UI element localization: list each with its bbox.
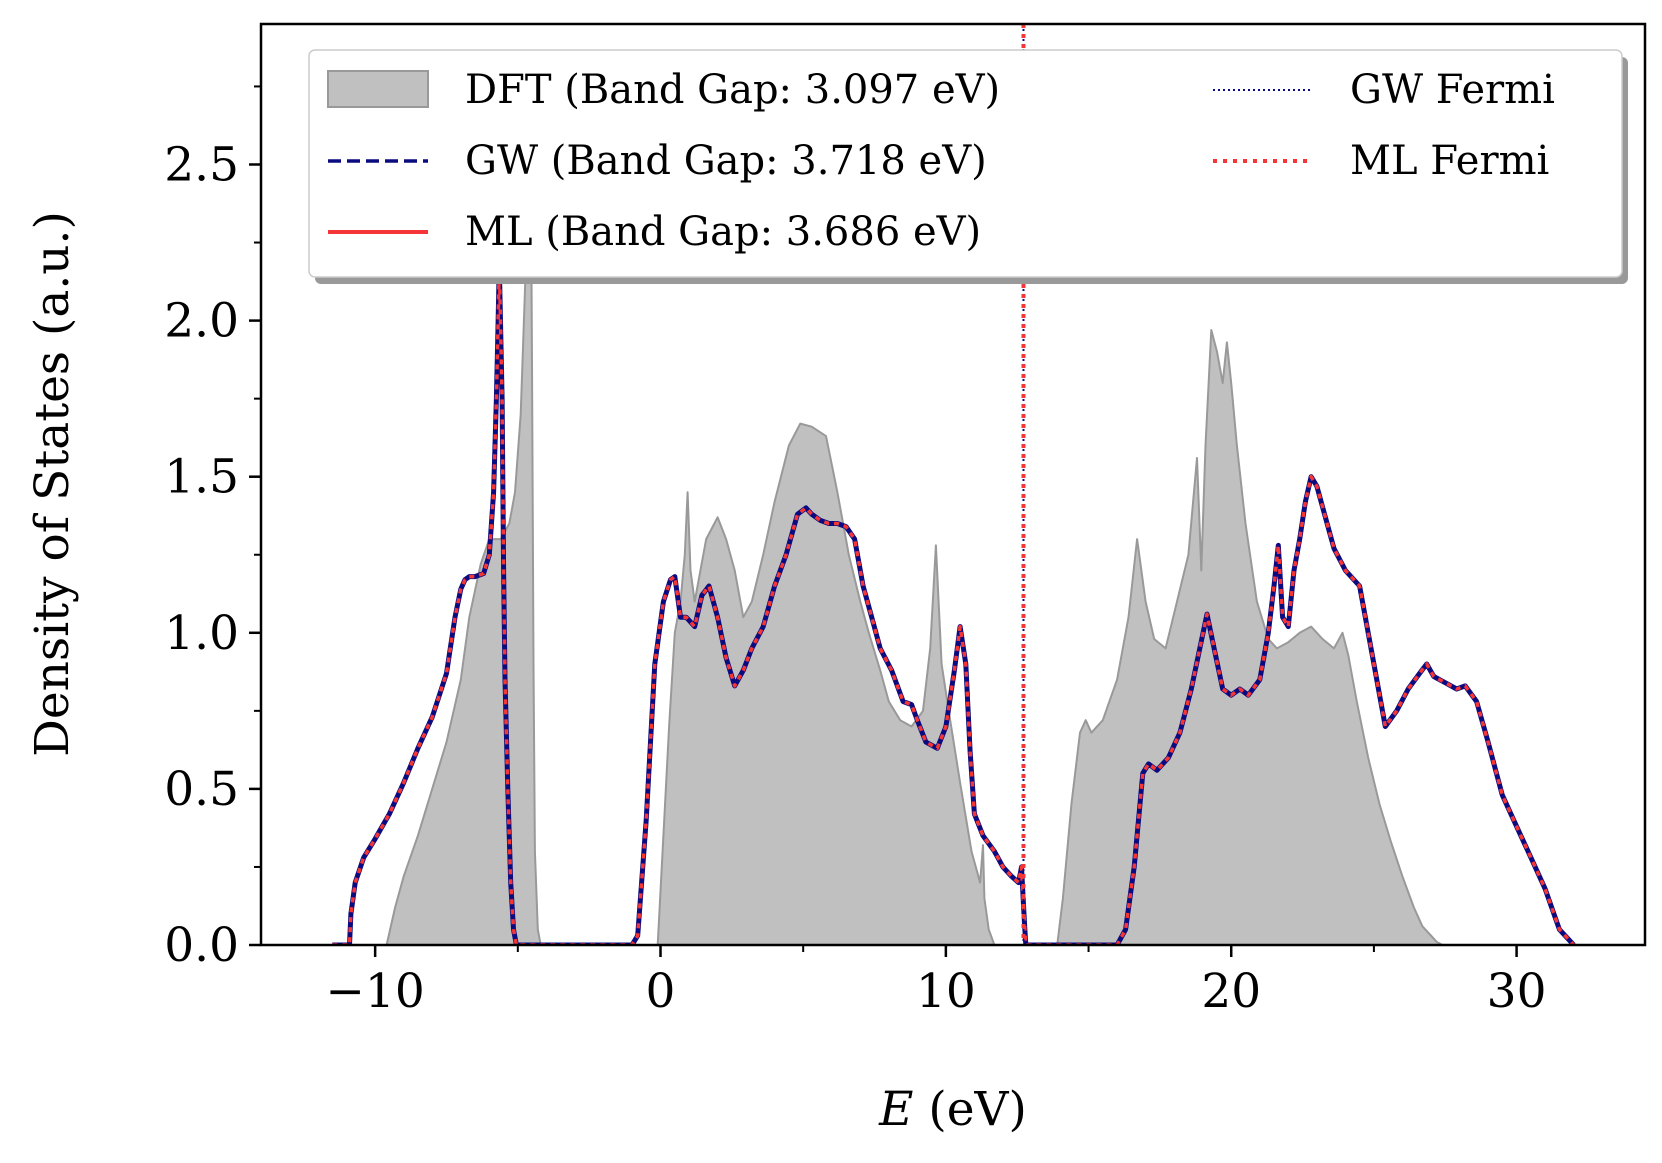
x-tick-label: 20	[1201, 964, 1261, 1019]
x-tick-label: 10	[916, 964, 976, 1019]
y-tick-label: 0.0	[164, 918, 239, 973]
x-tick-label: 30	[1487, 964, 1547, 1019]
y-tick-label: 2.5	[164, 137, 239, 192]
y-tick-label: 1.5	[164, 450, 239, 505]
legend-box	[308, 49, 1623, 278]
y-tick-label: 0.5	[164, 762, 239, 817]
legend: DFT (Band Gap: 3.097 eV) GW (Band Gap: 3…	[308, 49, 1628, 284]
legend-label-gw-fermi: GW Fermi	[1350, 67, 1555, 113]
x-tick-label: 0	[646, 964, 676, 1019]
legend-label-ml: ML (Band Gap: 3.686 eV)	[465, 209, 981, 255]
y-tick-label: 2.0	[164, 294, 239, 349]
x-axis-label: E (eV)	[878, 1082, 1027, 1137]
series-ml-line	[332, 262, 1575, 945]
legend-label-ml-fermi: ML Fermi	[1350, 138, 1549, 184]
legend-swatch-dft	[327, 70, 429, 108]
legend-label-gw: GW (Band Gap: 3.718 eV)	[465, 138, 987, 184]
axes-frame	[259, 22, 1647, 947]
legend-label-dft: DFT (Band Gap: 3.097 eV)	[465, 67, 1000, 113]
y-tick-label: 1.0	[164, 606, 239, 661]
x-tick-label: −10	[326, 964, 425, 1019]
series-dft-area	[385, 132, 1444, 945]
y-axis-label: Density of States (a.u.)	[25, 211, 80, 757]
